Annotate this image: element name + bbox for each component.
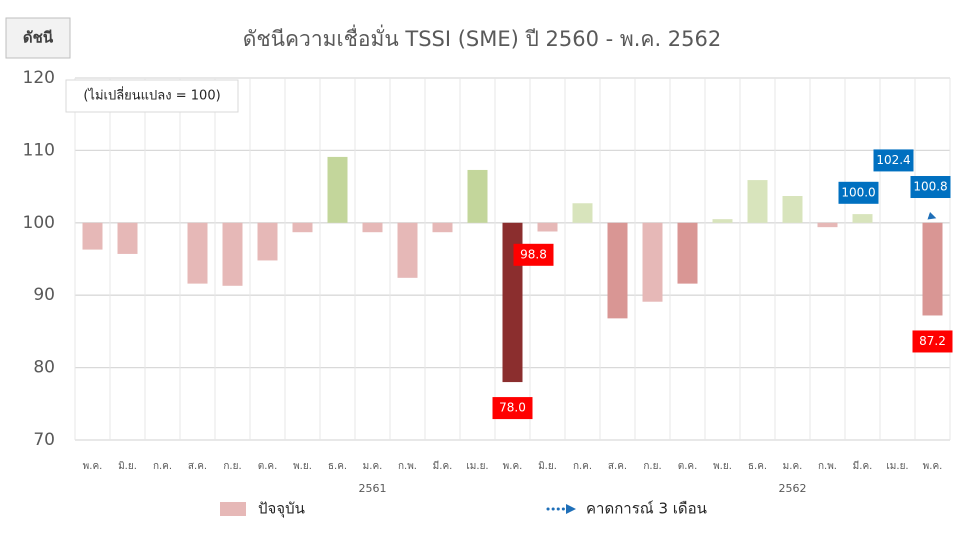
bar [292,222,313,233]
data-label: 98.8 [513,243,554,266]
x-tick-label: พ.ย. [713,461,732,472]
bar [117,222,138,254]
data-label-text: 87.2 [919,334,946,348]
axis-label-box [5,17,71,59]
x-tick-label: ก.พ. [398,461,417,472]
annotation-box [65,79,239,113]
legend: ปัจจุบัน คาดการณ์ 3 เดือน [220,500,707,519]
data-label: 100.8 [910,176,951,199]
data-label-text: 102.4 [876,153,910,167]
bar [607,222,628,319]
x-group-label: 2562 [779,482,807,495]
x-tick-label: ก.ย. [643,461,661,472]
x-tick-label: มี.ค. [853,460,873,472]
x-tick-label: มิ.ย. [538,461,557,472]
data-label-box [838,181,879,204]
x-tick-label: ส.ค. [188,461,207,472]
x-tick-label: ก.ย. [223,461,241,472]
bar [432,222,453,233]
bar [572,203,593,223]
x-tick-label: มี.ค. [433,460,453,472]
y-tick-label: 100 [23,213,55,233]
x-tick-label: ก.ค. [153,461,172,472]
x-tick-label: พ.ค. [923,461,943,472]
bar [397,222,418,278]
bar [362,222,383,233]
y-tick-label: 90 [33,285,55,305]
data-label-text: 100.8 [913,180,947,194]
y-tick-label: 70 [33,430,55,450]
bar [922,222,943,316]
x-tick-label: พ.ค. [83,461,103,472]
plot-area: 70 80 90 100 110 120 พ.ค. มิ.ย. ก.ค. ส.ค. ก.ย. ต.ค.… [23,68,953,495]
bar [222,222,243,286]
bar [537,222,558,232]
x-tick-label: ก.ค. [573,461,592,472]
x-tick-label: ต.ค. [678,461,698,472]
data-label: 78.0 [492,397,533,420]
legend-label: คาดการณ์ 3 เดือน [586,500,707,518]
data-label-box [912,330,953,353]
legend-swatch [220,502,246,516]
annotation: (ไม่เปลี่ยนแปลง = 100) [83,87,220,104]
legend-arrow [566,504,576,514]
data-label-text: 98.8 [520,247,547,261]
legend-label: ปัจจุบัน [258,500,305,519]
x-tick-label: พ.ค. [503,461,523,472]
x-tick-label: ต.ค. [258,461,278,472]
data-label-box [513,243,554,266]
bar [782,196,803,223]
data-label: 102.4 [873,149,914,172]
x-tick-label: มิ.ย. [118,461,137,472]
chart-title: ดัชนีความเชื่อมั่น TSSI (SME) ปี 2560 - … [243,24,722,51]
bar [677,222,698,284]
x-tick-label: ธ.ค. [748,461,767,472]
bar [747,180,768,223]
x-tick-label: ม.ค. [363,461,383,472]
bar [257,222,278,261]
data-label-text: 78.0 [499,401,526,415]
x-tick-label: ก.พ. [818,461,837,472]
x-tick-label: เม.ย. [466,461,488,472]
x-tick-label: ส.ค. [608,461,627,472]
bar [817,222,838,228]
y-axis-label: ดัชนี [23,29,54,47]
x-group-label: 2561 [359,482,387,495]
y-tick-label: 80 [33,358,55,378]
bar [467,169,488,223]
data-label: 100.0 [838,181,879,204]
y-tick-label: 120 [23,68,55,88]
data-label-box [492,397,533,420]
bar [642,222,663,302]
bar [712,219,733,223]
x-tick-label: เม.ย. [886,461,908,472]
y-tick-label: 110 [23,140,55,160]
bar [187,222,208,284]
bar [82,222,103,250]
x-tick-label: ธ.ค. [328,461,347,472]
bar [327,156,348,223]
x-tick-label: ม.ค. [783,461,803,472]
data-label: 87.2 [912,330,953,353]
bar [852,214,873,223]
data-label-box [910,176,951,199]
data-label-text: 100.0 [841,185,875,199]
x-tick-label: พ.ย. [293,461,312,472]
data-label-box [873,149,914,172]
